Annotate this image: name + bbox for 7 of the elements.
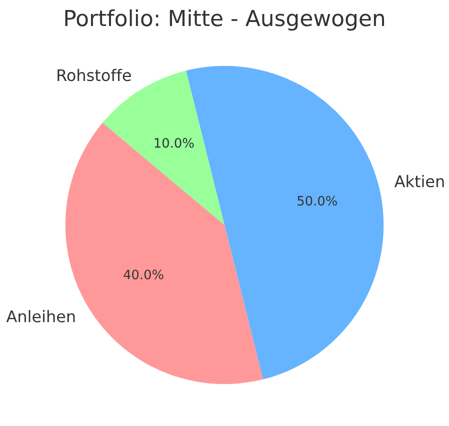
data-label: 50.0% [298,196,337,206]
chart-title: Portfolio: Mitte - Ausgewogen [65,9,384,31]
data-label: 10.0% [154,138,194,148]
data-label: 40.0% [124,270,164,280]
slice-label: Anleihen [6,310,75,322]
slice-label: Rohstoffe [58,68,131,82]
slice-label: Aktien [394,174,444,188]
